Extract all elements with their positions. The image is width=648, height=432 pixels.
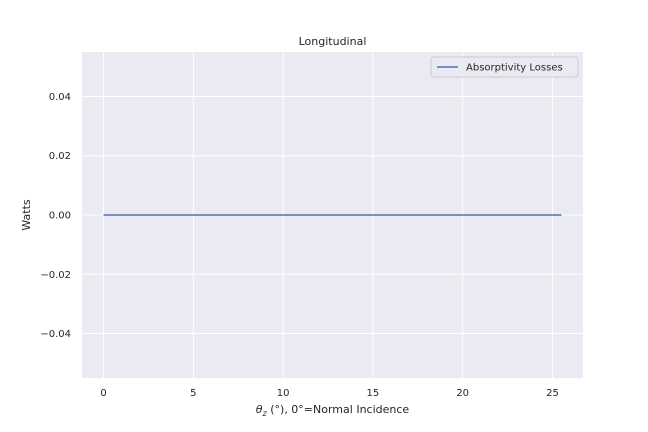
legend-box [430, 56, 579, 78]
legend-label-absorptivity-losses: Absorptivity Losses [466, 63, 563, 74]
x-axis-label-subscript: z [262, 409, 268, 418]
y-tick-label: 0.00 [49, 211, 71, 222]
y-tick-label: −0.02 [40, 270, 71, 281]
x-tick-label: 20 [456, 388, 469, 399]
legend: Absorptivity Losses [430, 56, 579, 78]
x-axis-label-text: (°), 0°=Normal Incidence [267, 403, 410, 416]
y-tick-label: 0.02 [49, 151, 71, 162]
y-tick-label: −0.04 [40, 329, 71, 340]
x-tick-label: 25 [546, 388, 559, 399]
x-axis-label-symbol: θ [256, 403, 263, 416]
y-axis-label: Watts [20, 199, 33, 231]
x-tick-label: 0 [100, 388, 106, 399]
x-tick-label: 15 [367, 388, 380, 399]
x-tick-label: 10 [277, 388, 290, 399]
x-axis-label: θz (°), 0°=Normal Incidence [256, 403, 410, 418]
y-tick-label: 0.04 [49, 92, 71, 103]
y-tick-labels: 0.04 0.02 0.00 −0.02 −0.04 [40, 92, 71, 340]
x-tick-label: 5 [190, 388, 196, 399]
chart-title: Longitudinal [299, 35, 367, 48]
x-tick-labels: 0 5 10 15 20 25 [100, 388, 558, 399]
